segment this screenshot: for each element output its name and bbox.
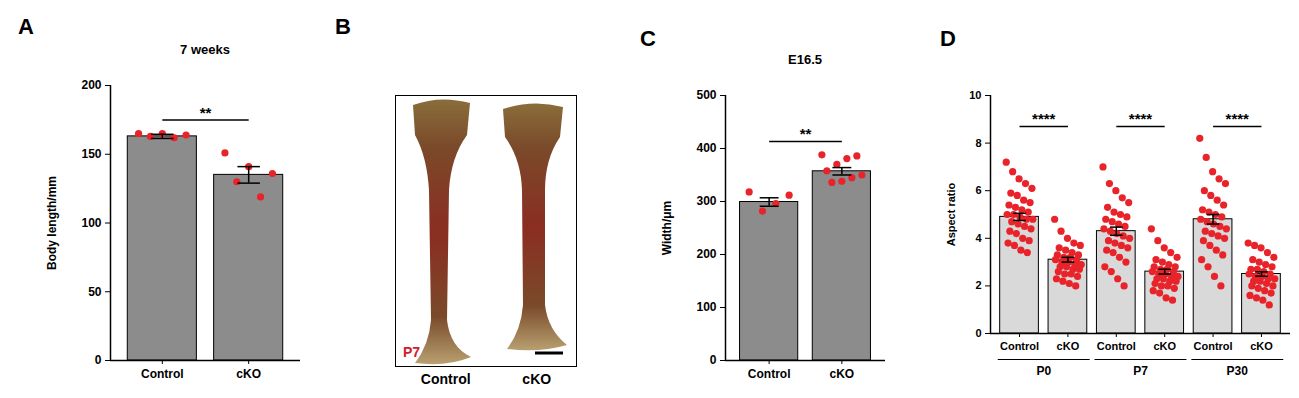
html-text:C: C [640, 26, 656, 51]
svg-text:8: 8 [975, 137, 981, 149]
svg-text:P0: P0 [1036, 364, 1051, 378]
svg-text:200: 200 [81, 78, 101, 92]
svg-text:cKO: cKO [1153, 340, 1176, 352]
svg-text:Control: Control [748, 367, 791, 381]
svg-text:2: 2 [975, 279, 981, 291]
html-text:cKO: cKO [522, 371, 552, 387]
html-text:A: A [18, 14, 34, 39]
svg-text:cKO: cKO [830, 367, 855, 381]
svg-text:500: 500 [696, 88, 716, 102]
svg-text:0: 0 [710, 353, 717, 367]
svg-text:P7: P7 [403, 344, 420, 360]
svg-text:P7: P7 [1133, 364, 1148, 378]
svg-text:****: **** [1129, 110, 1153, 127]
html-text:D: D [940, 26, 956, 51]
svg-text:6: 6 [975, 184, 981, 196]
svg-text:cKO: cKO [1250, 340, 1273, 352]
svg-text:Width/μm: Width/μm [660, 201, 674, 256]
svg-text:Control: Control [1097, 340, 1136, 352]
svg-text:****: **** [1032, 110, 1056, 127]
svg-text:10: 10 [969, 89, 981, 101]
svg-text:50: 50 [88, 285, 102, 299]
svg-text:400: 400 [696, 141, 716, 155]
svg-text:Control: Control [141, 367, 184, 381]
svg-text:**: ** [800, 125, 812, 142]
svg-text:cKO: cKO [1057, 340, 1080, 352]
svg-text:0: 0 [975, 327, 981, 339]
svg-text:0: 0 [95, 353, 102, 367]
svg-text:100: 100 [81, 216, 101, 230]
html-text:7 weeks: 7 weeks [180, 42, 230, 57]
svg-text:4: 4 [975, 232, 982, 244]
svg-text:150: 150 [81, 147, 101, 161]
svg-text:Body length/mm: Body length/mm [45, 176, 59, 270]
svg-text:cKO: cKO [236, 367, 261, 381]
svg-text:**: ** [200, 104, 212, 121]
svg-text:****: **** [1226, 110, 1250, 127]
svg-text:Aspect ratio: Aspect ratio [945, 182, 957, 246]
svg-text:Control: Control [1194, 340, 1233, 352]
svg-text:200: 200 [696, 247, 716, 261]
html-text:E16.5: E16.5 [788, 52, 822, 67]
svg-text:Control: Control [1000, 340, 1039, 352]
html-text:B: B [335, 14, 351, 39]
html-text:Control: Control [420, 371, 471, 387]
svg-text:P30: P30 [1227, 364, 1249, 378]
svg-text:300: 300 [696, 194, 716, 208]
svg-text:100: 100 [696, 300, 716, 314]
